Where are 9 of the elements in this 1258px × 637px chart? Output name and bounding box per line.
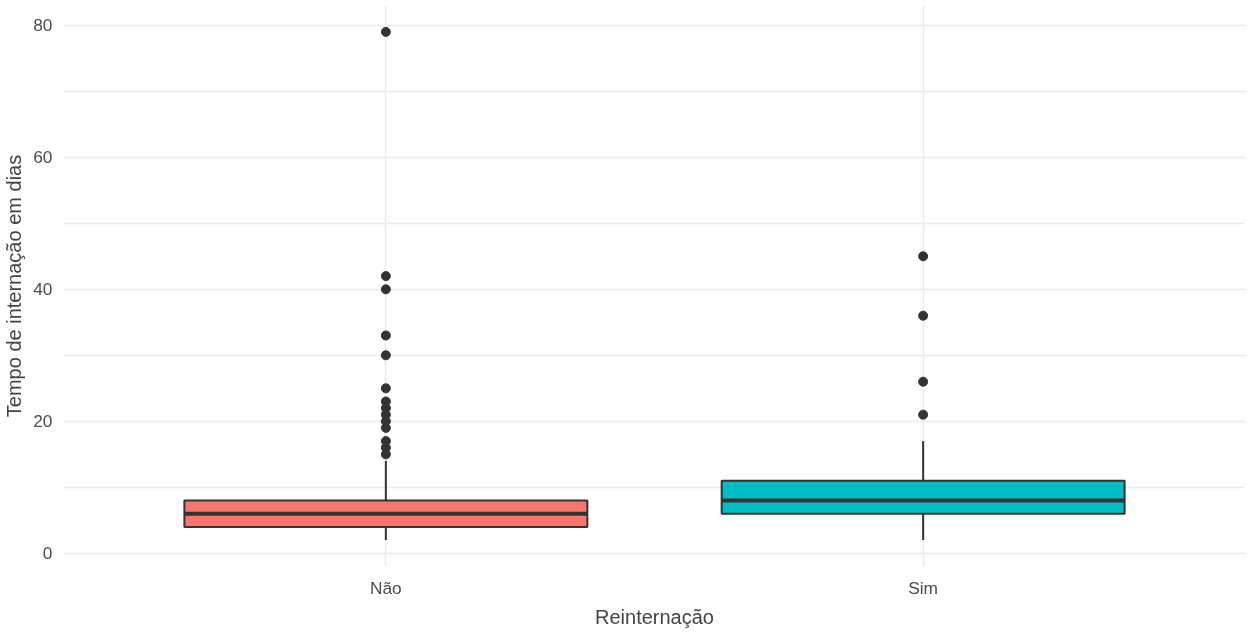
y-tick-label: 40 [33, 279, 53, 300]
y-tick-label: 60 [33, 147, 53, 168]
y-tick-label: 0 [42, 543, 53, 564]
y-tick-label: 20 [33, 411, 53, 432]
y-tick-label: 80 [33, 15, 53, 36]
x-tick-label: Não [369, 577, 402, 598]
x-tick-label: Sim [908, 577, 939, 598]
y-axis-title: Tempo de internação em dias [3, 154, 26, 418]
x-axis-title: Reinternação [595, 605, 714, 628]
